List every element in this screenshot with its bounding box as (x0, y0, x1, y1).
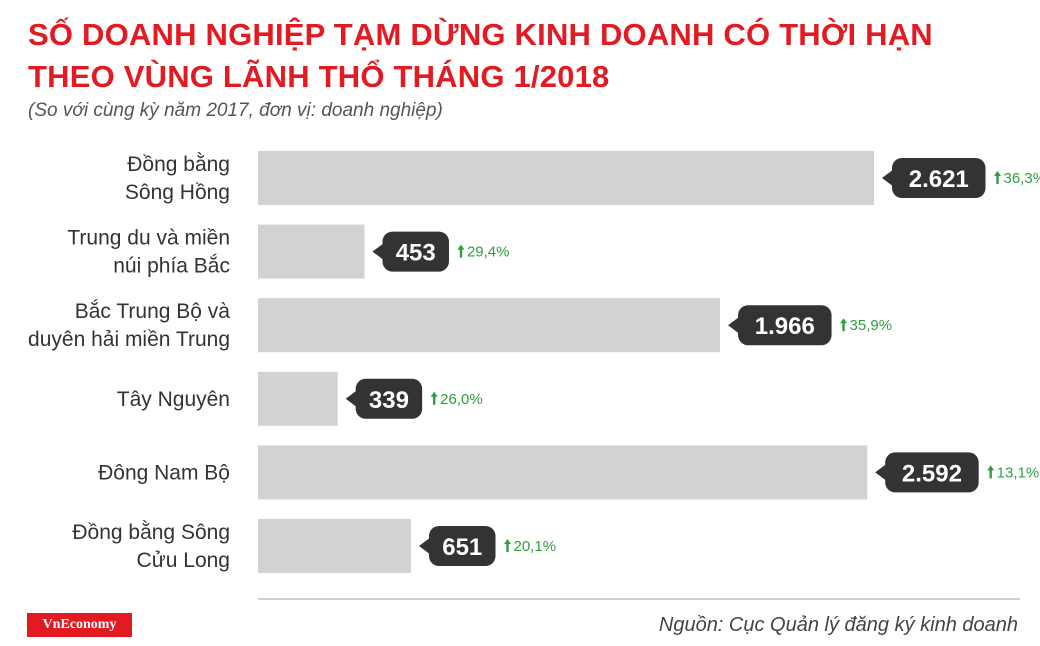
up-arrow-icon (840, 318, 848, 332)
chart-subtitle: (So với cùng kỳ năm 2017, đơn vị: doanh … (28, 100, 443, 121)
up-arrow-icon (457, 244, 465, 258)
value-badge (885, 452, 979, 493)
change-label: 13,1% (997, 464, 1040, 481)
category-label: Tây Nguyên (117, 388, 230, 411)
change-label: 35,9% (850, 317, 893, 334)
chart-title-line-2: THEO VÙNG LÃNH THỔ THÁNG 1/2018 (28, 59, 610, 94)
footer-divider (258, 598, 1020, 600)
bar-chart: Đồng bằng Sông Hồng 2.621 36,3% Trung du và … (28, 151, 1040, 573)
value-badge-pointer (419, 537, 432, 555)
category-label: Sông Hồng (125, 181, 230, 204)
source-note: Nguồn: Cục Quản lý đăng ký kinh doanh (658, 614, 1018, 636)
value-badge (429, 526, 496, 566)
category-label: Cửu Long (137, 549, 230, 572)
category-label: duyên hải miền Trung (28, 328, 230, 351)
data-label: 339 (369, 387, 409, 414)
brand-logo: VnEconomy (27, 613, 132, 637)
bar (258, 151, 874, 205)
chart-title-line-1: SỐ DOANH NGHIỆP TẠM DỪNG KINH DOANH CÓ T… (28, 17, 933, 52)
chart-title: SỐ DOANH NGHIỆP TẠM DỪNG KINH DOANH CÓ T… (28, 14, 933, 98)
data-label: 453 (396, 240, 436, 267)
value-badge (355, 378, 423, 419)
change-label: 20,1% (514, 538, 557, 555)
category-label: Bắc Trung Bộ và (75, 300, 231, 323)
bar (258, 445, 868, 500)
category-label: núi phía Bắc (113, 255, 230, 278)
up-arrow-icon (987, 465, 995, 479)
value-badge (738, 305, 832, 346)
data-label: 2.592 (902, 460, 962, 487)
bar (258, 519, 412, 573)
category-label: Đồng bằng Sông (72, 521, 230, 544)
data-label: 1.966 (755, 313, 815, 340)
change-label: 29,4% (467, 244, 510, 261)
category-label: Đồng bằng (127, 153, 230, 176)
change-label: 36,3% (1004, 170, 1040, 187)
value-badge-pointer (882, 169, 894, 187)
up-arrow-icon (430, 391, 438, 405)
value-badge-pointer (345, 389, 358, 408)
category-label: Đông Nam Bộ (98, 461, 230, 484)
value-badge-pointer (372, 242, 385, 261)
category-label: Trung du và miền (67, 227, 230, 250)
value-badge (892, 158, 986, 198)
up-arrow-icon (504, 539, 512, 552)
bar (258, 224, 365, 279)
data-label: 651 (442, 534, 482, 561)
value-badge (382, 231, 449, 272)
value-badge-pointer (728, 316, 741, 335)
data-label: 2.621 (909, 166, 969, 193)
value-badge-pointer (875, 463, 888, 482)
up-arrow-icon (994, 171, 1001, 184)
bar (258, 298, 721, 353)
bar (258, 371, 338, 426)
change-label: 26,0% (440, 391, 483, 408)
